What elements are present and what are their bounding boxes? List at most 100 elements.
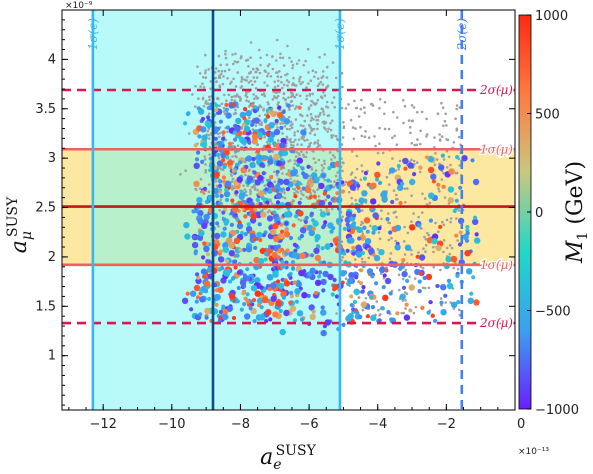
data-point <box>256 231 263 239</box>
excluded-point <box>357 115 361 118</box>
excluded-point <box>204 101 207 105</box>
data-point <box>203 280 211 287</box>
data-point <box>185 291 190 296</box>
data-point <box>318 200 325 207</box>
excluded-point <box>364 130 367 133</box>
data-point <box>215 221 220 226</box>
data-point <box>345 248 350 253</box>
excluded-point <box>283 196 287 200</box>
excluded-point <box>272 90 276 94</box>
excluded-point <box>222 133 225 137</box>
excluded-point <box>276 94 280 98</box>
excluded-point <box>295 190 298 193</box>
data-point <box>185 111 190 117</box>
data-point <box>272 311 279 318</box>
excluded-point <box>333 180 336 183</box>
data-point <box>223 149 230 156</box>
excluded-point <box>291 199 295 202</box>
excluded-point <box>325 86 328 90</box>
data-point <box>290 170 297 177</box>
excluded-point <box>207 68 210 71</box>
y-tick-label: 3 <box>48 151 56 166</box>
data-point <box>441 184 446 189</box>
excluded-point <box>280 80 283 84</box>
excluded-point <box>279 52 282 56</box>
excluded-point <box>217 54 221 58</box>
excluded-point <box>325 100 329 104</box>
data-point <box>438 164 445 171</box>
data-point <box>394 224 402 232</box>
excluded-point <box>227 93 231 97</box>
data-point <box>296 162 301 168</box>
excluded-point <box>442 239 446 242</box>
excluded-point <box>265 53 269 57</box>
excluded-point <box>245 59 248 62</box>
excluded-point <box>313 190 317 194</box>
excluded-point <box>258 114 261 118</box>
excluded-point <box>427 233 431 237</box>
data-point <box>242 168 247 173</box>
excluded-point <box>240 85 244 88</box>
excluded-point <box>288 108 291 111</box>
excluded-point <box>361 260 364 264</box>
data-point <box>330 197 335 202</box>
excluded-point <box>278 70 281 73</box>
plot-frame <box>61 9 516 411</box>
excluded-point <box>408 275 411 279</box>
data-point <box>454 198 459 203</box>
excluded-point <box>363 260 367 264</box>
excluded-point <box>417 251 420 254</box>
data-point <box>272 141 277 146</box>
data-point <box>271 122 276 127</box>
excluded-point <box>413 162 416 166</box>
excluded-point <box>323 162 326 166</box>
data-point <box>200 116 206 122</box>
data-point <box>193 284 201 292</box>
excluded-point <box>355 106 359 110</box>
excluded-point <box>433 163 437 166</box>
data-point <box>200 126 207 133</box>
data-point <box>388 291 393 296</box>
excluded-point <box>319 111 322 115</box>
excluded-point <box>282 92 286 96</box>
data-point <box>301 292 308 299</box>
excluded-point <box>401 299 405 302</box>
excluded-point <box>289 177 292 181</box>
excluded-point <box>224 52 227 56</box>
excluded-point <box>324 198 328 202</box>
excluded-point <box>321 70 325 73</box>
excluded-point <box>256 143 260 146</box>
data-point <box>364 238 372 245</box>
excluded-point <box>287 160 290 163</box>
excluded-point <box>334 174 338 178</box>
excluded-point <box>334 134 338 138</box>
excluded-point <box>225 99 228 102</box>
data-point <box>193 162 200 169</box>
excluded-point <box>292 144 295 147</box>
excluded-point <box>199 178 203 181</box>
data-point <box>446 282 454 290</box>
y-multiplier: ×10⁻⁹ <box>65 1 93 11</box>
data-point <box>200 159 205 164</box>
data-point <box>189 307 194 312</box>
excluded-point <box>293 162 297 165</box>
data-point <box>451 301 458 308</box>
excluded-point <box>275 174 279 177</box>
data-point <box>296 310 304 317</box>
data-point <box>402 157 409 165</box>
data-point <box>193 143 198 148</box>
excluded-point <box>302 135 306 139</box>
excluded-point <box>310 99 313 103</box>
excluded-point <box>207 137 211 140</box>
data-point <box>325 208 330 213</box>
excluded-point <box>415 161 419 164</box>
data-point <box>242 130 247 135</box>
data-point <box>231 275 236 280</box>
excluded-point <box>412 159 416 163</box>
excluded-point <box>242 184 245 187</box>
data-point <box>356 226 363 234</box>
excluded-point <box>440 221 444 224</box>
data-point <box>223 190 231 198</box>
data-point <box>266 215 274 222</box>
data-point <box>403 314 411 321</box>
